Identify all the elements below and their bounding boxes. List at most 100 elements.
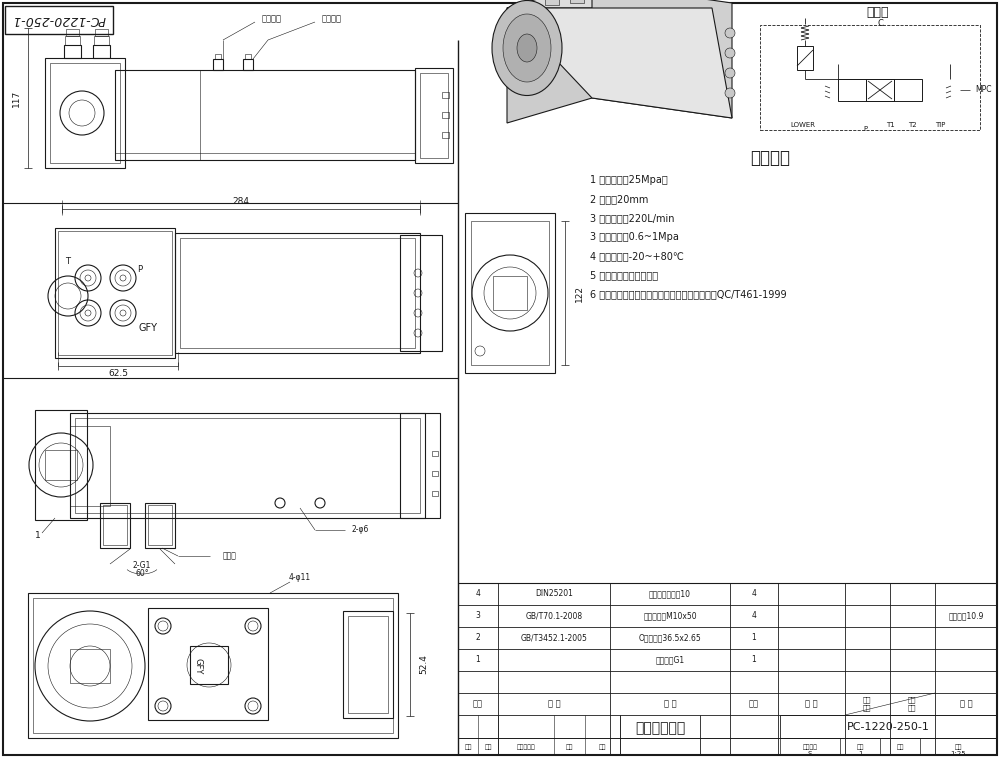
Bar	[797, 46, 813, 70]
Text: 图样标记: 图样标记	[802, 744, 818, 750]
Text: 内六角螺栌M10x50: 内六角螺栌M10x50	[643, 612, 697, 621]
Bar	[400, 413, 440, 518]
Bar	[432, 491, 438, 496]
Bar	[64, 45, 81, 58]
Bar	[45, 58, 125, 168]
Polygon shape	[592, 0, 732, 118]
Text: 2: 2	[476, 634, 480, 643]
Bar	[420, 73, 448, 158]
Text: 上升气口: 上升气口	[322, 14, 342, 23]
Text: 3 额定流量：220L/min: 3 额定流量：220L/min	[590, 213, 674, 223]
Polygon shape	[507, 0, 712, 8]
Text: 双面齿防松螫垈10: 双面齿防松螫垈10	[649, 590, 691, 599]
Text: LOWER: LOWER	[790, 122, 816, 128]
Text: 3: 3	[476, 612, 480, 621]
Text: 117: 117	[12, 89, 20, 107]
Text: PC-1220-250-1: PC-1220-250-1	[12, 14, 106, 27]
Bar	[66, 29, 79, 36]
Bar	[190, 646, 228, 684]
Bar	[103, 505, 127, 545]
Text: 4: 4	[476, 590, 480, 599]
Bar	[245, 54, 251, 59]
Circle shape	[725, 88, 735, 98]
Text: 5 工作介质：抗磨液压油: 5 工作介质：抗磨液压油	[590, 270, 658, 280]
Text: PC-1220-250-1: PC-1220-250-1	[847, 722, 929, 732]
Text: P: P	[137, 265, 143, 274]
Text: 1 溢流压力：25Mpa，: 1 溢流压力：25Mpa，	[590, 175, 668, 185]
Ellipse shape	[492, 1, 562, 96]
Text: 处数: 处数	[484, 744, 492, 750]
Text: 1:25: 1:25	[950, 751, 966, 757]
Bar	[95, 29, 108, 36]
Bar	[213, 59, 223, 70]
Text: S: S	[808, 751, 812, 757]
Bar	[28, 593, 398, 738]
Bar	[45, 450, 77, 480]
Text: 标记: 标记	[464, 744, 472, 750]
Polygon shape	[507, 0, 592, 123]
Text: 1: 1	[35, 531, 41, 540]
Bar	[58, 231, 172, 355]
Polygon shape	[507, 8, 732, 118]
Bar	[493, 276, 527, 310]
Bar	[866, 79, 894, 101]
Text: 日期: 日期	[598, 744, 606, 750]
Bar	[545, 0, 559, 5]
Text: 重量: 重量	[908, 705, 916, 711]
Text: 2 通径：20mm: 2 通径：20mm	[590, 194, 648, 204]
Bar	[115, 70, 415, 160]
Bar	[780, 715, 997, 738]
Bar	[35, 410, 87, 520]
Text: 4-φ11: 4-φ11	[289, 574, 311, 582]
Text: 材 料: 材 料	[805, 700, 817, 709]
Text: 4: 4	[752, 612, 756, 621]
Bar	[838, 79, 866, 101]
Text: 总计: 总计	[908, 697, 916, 703]
Bar	[415, 68, 453, 163]
Text: O型密封剨36.5x2.65: O型密封剨36.5x2.65	[639, 634, 701, 643]
Text: 数量: 数量	[749, 700, 759, 709]
Text: 备 注: 备 注	[960, 700, 972, 709]
Text: T: T	[66, 258, 70, 267]
Bar	[432, 451, 438, 456]
Text: 名 称: 名 称	[664, 700, 676, 709]
Bar	[442, 132, 449, 138]
Bar	[65, 36, 80, 45]
Bar	[148, 505, 172, 545]
Text: 4 工作油温：-20~+80℃: 4 工作油温：-20~+80℃	[590, 251, 684, 261]
Bar	[5, 6, 113, 34]
Bar	[145, 503, 175, 548]
Text: 1: 1	[476, 656, 480, 665]
Ellipse shape	[503, 14, 551, 82]
Bar	[760, 25, 980, 130]
Text: 4: 4	[752, 590, 756, 599]
Text: 直通接头G1: 直通接头G1	[655, 656, 685, 665]
Text: 52.4: 52.4	[420, 655, 428, 675]
Bar	[93, 45, 110, 58]
Bar	[94, 36, 109, 45]
Text: 签字: 签字	[565, 744, 573, 750]
Text: 强度等级10.9: 强度等级10.9	[948, 612, 984, 621]
Bar	[866, 79, 894, 101]
Text: 更改文件号: 更改文件号	[517, 744, 535, 750]
Text: 数量: 数量	[856, 744, 864, 750]
Bar	[100, 503, 130, 548]
Text: 1: 1	[858, 751, 862, 757]
Text: 62.5: 62.5	[108, 369, 128, 378]
Ellipse shape	[517, 34, 537, 62]
Bar	[148, 608, 268, 720]
Bar	[215, 54, 221, 59]
Text: 284: 284	[232, 198, 250, 206]
Bar	[75, 418, 420, 513]
Bar	[33, 598, 393, 733]
Text: 重量: 重量	[863, 705, 871, 711]
Bar	[894, 79, 922, 101]
Text: GFY: GFY	[138, 323, 158, 333]
Text: GB/T3452.1-2005: GB/T3452.1-2005	[521, 634, 587, 643]
Bar	[70, 426, 110, 506]
Bar	[180, 238, 415, 348]
Text: 2-G1: 2-G1	[133, 560, 151, 569]
Text: 防爆阀外形图: 防爆阀外形图	[635, 721, 685, 735]
Text: 代 号: 代 号	[548, 700, 560, 709]
Bar	[70, 649, 110, 683]
